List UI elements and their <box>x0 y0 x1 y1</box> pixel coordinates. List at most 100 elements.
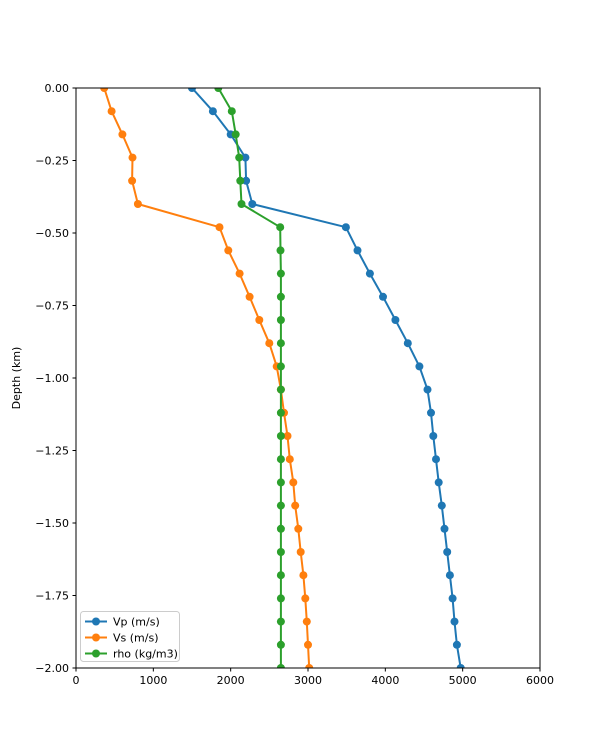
y-axis-label: Depth (km) <box>10 347 23 410</box>
data-point <box>276 478 285 487</box>
data-point <box>289 478 298 487</box>
data-point <box>456 664 465 668</box>
legend-item: Vp (m/s) <box>85 615 160 628</box>
x-tick-label: 0 <box>73 674 80 687</box>
data-point <box>242 176 251 185</box>
data-point <box>215 223 224 232</box>
legend-marker-icon <box>92 649 100 658</box>
legend-label: Vp (m/s) <box>113 615 160 628</box>
data-point <box>341 223 350 232</box>
data-point <box>445 571 454 580</box>
data-point <box>423 385 432 394</box>
data-point <box>304 640 312 649</box>
data-point <box>432 455 440 464</box>
y-tick-label: 0.00 <box>45 82 70 95</box>
data-point <box>128 176 137 185</box>
data-point <box>450 617 459 626</box>
legend-item: Vs (m/s) <box>85 631 159 644</box>
data-point <box>403 339 412 348</box>
data-point <box>276 571 285 580</box>
data-point <box>236 176 245 185</box>
data-point <box>265 339 274 348</box>
legend-label: Vs (m/s) <box>113 631 159 644</box>
data-point <box>276 664 285 668</box>
data-point <box>305 664 314 668</box>
data-point <box>302 617 311 626</box>
data-point <box>107 107 116 116</box>
y-tick-label: −2.00 <box>35 662 69 675</box>
y-tick-label: −1.00 <box>35 372 69 385</box>
data-point <box>294 524 303 533</box>
x-tick-label: 2000 <box>217 674 245 687</box>
y-tick-label: −1.25 <box>35 444 69 457</box>
data-point <box>276 617 285 626</box>
data-point <box>188 88 196 92</box>
legend-marker-icon <box>92 617 100 626</box>
data-point <box>291 501 300 510</box>
legend-label: rho (kg/m3) <box>113 647 178 660</box>
data-point <box>443 548 452 556</box>
data-point <box>276 432 285 440</box>
data-point <box>276 408 285 417</box>
data-point <box>415 362 424 371</box>
y-tick-label: −0.50 <box>35 227 69 240</box>
data-point <box>276 362 285 371</box>
data-point <box>255 316 264 324</box>
plot-border <box>75 87 541 669</box>
y-axis: 0.00 −0.25 −0.50 −0.75 −1.00 −1.25 −1.50 −1.75 −… <box>35 82 76 675</box>
x-axis: 0 1000 2000 3000 4000 5000 6000 <box>73 668 554 687</box>
data-point <box>283 432 292 440</box>
data-point <box>214 88 223 92</box>
data-point <box>237 200 246 208</box>
data-point <box>235 269 244 278</box>
x-tick-label: 4000 <box>371 674 399 687</box>
data-point <box>448 594 457 603</box>
data-point <box>276 339 285 348</box>
x-tick-label: 5000 <box>449 674 477 687</box>
data-point <box>241 153 250 162</box>
series-vs <box>100 88 314 668</box>
series-vp <box>188 88 465 668</box>
x-tick-label: 3000 <box>294 674 322 687</box>
data-point <box>276 501 285 510</box>
data-point <box>235 153 244 162</box>
data-point <box>227 107 236 116</box>
data-point <box>276 292 285 301</box>
series-rho <box>214 88 285 668</box>
y-tick-label: −1.50 <box>35 517 69 530</box>
data-point <box>100 88 109 92</box>
data-point <box>437 501 446 510</box>
data-point <box>276 246 285 255</box>
data-point <box>118 130 127 139</box>
data-point <box>429 432 438 440</box>
data-point <box>276 640 285 649</box>
data-point <box>276 316 285 324</box>
data-point <box>133 200 142 208</box>
series-group <box>100 88 465 668</box>
y-tick-label: −0.75 <box>35 299 69 312</box>
data-point <box>245 292 254 301</box>
legend: Vp (m/s) Vs (m/s) rho (kg/m3) <box>80 611 180 662</box>
data-point <box>285 455 294 464</box>
data-point <box>224 246 233 255</box>
data-point <box>248 200 257 208</box>
legend-item: rho (kg/m3) <box>85 647 178 660</box>
x-tick-label: 1000 <box>139 674 167 687</box>
data-point <box>276 455 285 464</box>
data-point <box>276 524 285 533</box>
data-point <box>208 107 217 116</box>
data-point <box>276 594 285 603</box>
data-point <box>427 408 435 417</box>
data-point <box>128 153 137 162</box>
data-point <box>231 130 240 139</box>
data-point <box>276 385 285 394</box>
data-point <box>276 223 285 232</box>
legend-marker-icon <box>92 633 100 642</box>
x-tick-label: 6000 <box>526 674 554 687</box>
data-point <box>296 548 305 556</box>
data-point <box>452 640 461 649</box>
data-point <box>379 292 387 301</box>
data-point <box>301 594 310 603</box>
data-point <box>276 548 285 556</box>
